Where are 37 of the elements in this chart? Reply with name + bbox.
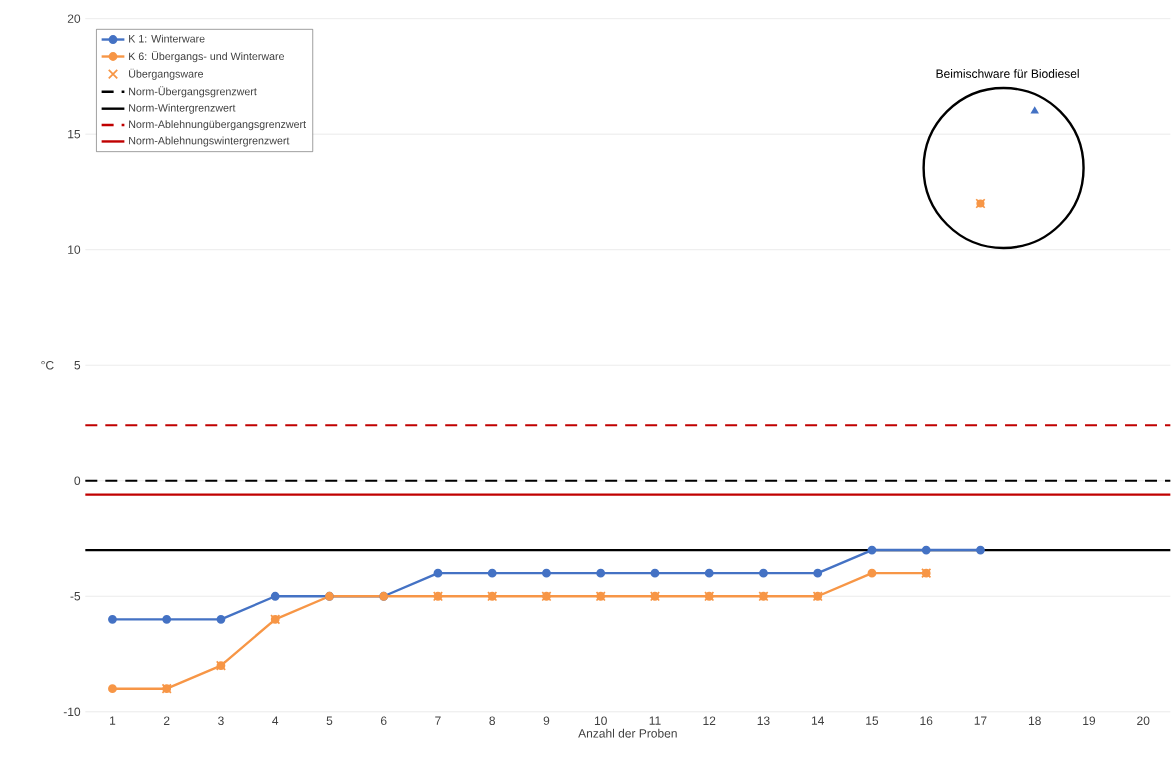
x-tick-label: 19	[1083, 716, 1096, 725]
x-tick-label: 3	[218, 716, 224, 725]
y-tick-label: 0	[74, 476, 81, 485]
legend-label: Übergangsware	[129, 68, 204, 80]
y-tick-label: 15	[68, 129, 81, 139]
x-tick-label: 12	[703, 716, 716, 725]
x-tick-label: 5	[326, 716, 333, 725]
legend-label: Norm-Wintergrenzwert	[129, 103, 236, 114]
legend-label: K 6: Übergangs- und Winterware	[129, 51, 285, 63]
legend-label: Norm-Ablehnungübergangsgrenzwert	[129, 120, 306, 131]
x-tick-label: 18	[1028, 716, 1041, 725]
x-tick-label: 20	[1137, 716, 1150, 725]
x-axis-title: Anzahl der Proben	[578, 728, 677, 738]
legend-label: K 1: Winterware	[129, 34, 205, 43]
x-tick-label: 16	[920, 716, 933, 725]
annotation: Beimischware für Biodiesel	[936, 69, 1079, 78]
x-tick-label: 4	[272, 716, 279, 725]
y-tick-label: 10	[68, 245, 81, 254]
x-tick-label: 7	[435, 716, 441, 725]
y-tick-label: -10	[63, 707, 81, 716]
y-axis-title: °C	[41, 360, 54, 370]
x-tick-label: 11	[649, 716, 661, 725]
x-tick-label: 6	[380, 716, 387, 725]
y-tick-label: 5	[74, 360, 81, 370]
x-tick-label: 2	[163, 716, 170, 725]
legend-label: Norm-Ablehnungswintergrenzwert	[129, 136, 290, 147]
legend-label: Norm-Übergangsgrenzwert	[129, 86, 257, 98]
x-tick-label: 15	[866, 716, 879, 725]
x-tick-label: 14	[811, 716, 825, 725]
y-tick-label: 20	[67, 14, 81, 23]
x-tick-label: 9	[543, 716, 550, 725]
x-tick-label: 10	[594, 716, 607, 725]
x-tick-label: 8	[489, 716, 496, 725]
x-tick-label: 1	[110, 716, 116, 725]
y-tick-label: -5	[70, 592, 81, 601]
x-tick-label: 17	[974, 716, 987, 725]
x-tick-label: 13	[757, 716, 770, 725]
